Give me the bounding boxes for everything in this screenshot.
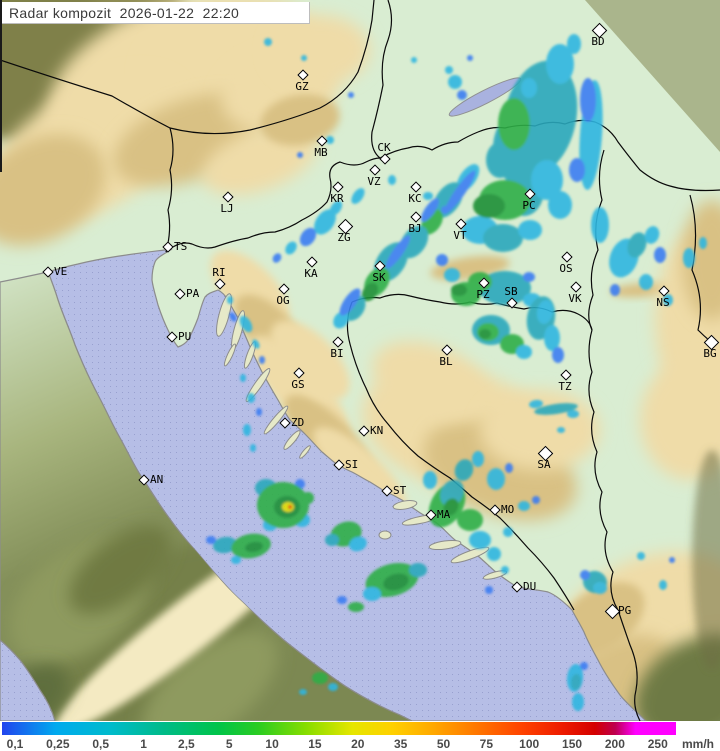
legend-label: 1 bbox=[140, 737, 147, 751]
city-label-VT: VT bbox=[453, 229, 467, 242]
city-label-DU: DU bbox=[523, 580, 537, 593]
legend-unit-label: mm/h bbox=[682, 737, 715, 751]
city-label-VZ: VZ bbox=[367, 175, 381, 188]
city-label-PZ: PZ bbox=[476, 288, 490, 301]
city-label-PC: PC bbox=[522, 199, 536, 212]
legend-label: 0,5 bbox=[92, 737, 110, 751]
city-label-ZG: ZG bbox=[337, 231, 351, 244]
legend-label: 15 bbox=[308, 737, 322, 751]
city-label-BL: BL bbox=[439, 355, 453, 368]
city-label-ST: ST bbox=[393, 484, 407, 497]
legend-label: 5 bbox=[225, 737, 233, 751]
city-label-OG: OG bbox=[276, 294, 290, 307]
legend-label: 20 bbox=[351, 737, 365, 751]
city-label-VE: VE bbox=[54, 265, 68, 278]
legend-label: 0,25 bbox=[46, 737, 70, 751]
city-label-SB: SB bbox=[504, 285, 518, 298]
city-label-KA: KA bbox=[304, 267, 318, 280]
city-label-BG: BG bbox=[703, 347, 717, 360]
city-label-BI: BI bbox=[330, 347, 344, 360]
city-label-VK: VK bbox=[568, 292, 582, 305]
legend-gradient-bar bbox=[2, 722, 676, 735]
legend-label: 75 bbox=[479, 737, 494, 751]
city-label-BJ: BJ bbox=[408, 222, 422, 235]
radar-map: Radar kompozit 2026-01-22 22:20 BD GZ MB CK… bbox=[0, 0, 720, 721]
map-left-edge bbox=[0, 0, 2, 172]
city-label-TS: TS bbox=[174, 240, 188, 253]
map-graphics bbox=[0, 0, 720, 721]
city-label-BD: BD bbox=[591, 35, 605, 48]
city-label-CK: CK bbox=[377, 141, 391, 154]
map-title: Radar kompozit 2026-01-22 22:20 bbox=[2, 2, 310, 24]
legend-label: 10 bbox=[265, 737, 279, 751]
city-label-MB: MB bbox=[314, 146, 328, 159]
city-label-PG: PG bbox=[618, 604, 632, 617]
city-label-GS: GS bbox=[291, 378, 305, 391]
city-label-NS: NS bbox=[656, 296, 670, 309]
intensity-legend: 0,1 0,25 0,5 1 2,5 5 10 15 20 35 50 75 100 150 200 250 … bbox=[0, 721, 720, 751]
city-label-PU: PU bbox=[178, 330, 192, 343]
city-label-KN: KN bbox=[370, 424, 384, 437]
city-label-AN: AN bbox=[150, 473, 164, 486]
legend-label: 250 bbox=[647, 737, 668, 751]
legend-label: 2,5 bbox=[178, 737, 195, 751]
city-label-GZ: GZ bbox=[295, 80, 309, 93]
city-label-KR: KR bbox=[330, 192, 344, 205]
legend-label: 50 bbox=[436, 737, 451, 751]
legend-label: 35 bbox=[393, 737, 408, 751]
city-label-TZ: TZ bbox=[558, 380, 572, 393]
legend-label: 200 bbox=[604, 737, 625, 751]
legend-label: 0,1 bbox=[6, 737, 24, 751]
city-label-MO: MO bbox=[501, 503, 515, 516]
legend-label: 150 bbox=[562, 737, 583, 751]
city-label-RI: RI bbox=[212, 266, 226, 279]
city-label-SA: SA bbox=[537, 458, 551, 471]
city-label-SI: SI bbox=[345, 458, 359, 471]
city-label-ZD: ZD bbox=[291, 416, 305, 429]
legend-label: 100 bbox=[519, 737, 540, 751]
city-label-OS: OS bbox=[559, 262, 573, 275]
city-label-LJ: LJ bbox=[220, 202, 234, 215]
city-label-KC: KC bbox=[408, 192, 422, 205]
city-label-SK: SK bbox=[372, 271, 386, 284]
city-label-MA: MA bbox=[437, 508, 451, 521]
city-label-PA: PA bbox=[186, 287, 200, 300]
